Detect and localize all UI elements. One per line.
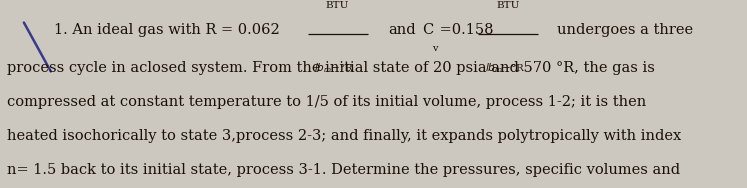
Text: $\it{lb}_m$−°R: $\it{lb}_m$−°R — [314, 61, 355, 75]
Text: BTU: BTU — [496, 1, 520, 10]
Text: v: v — [433, 44, 438, 53]
Text: compressed at constant temperature to 1/5 of its initial volume, process 1-2; it: compressed at constant temperature to 1/… — [7, 95, 647, 109]
Text: $\it{lb}_m$−°R: $\it{lb}_m$−°R — [485, 61, 525, 75]
Text: C: C — [422, 23, 433, 37]
Text: undergoes a three: undergoes a three — [557, 23, 692, 37]
Text: 1. An ideal gas with R = 0.062: 1. An ideal gas with R = 0.062 — [54, 23, 279, 37]
Text: process cycle in aclosed system. From the initial state of 20 psia and 570 °R, t: process cycle in aclosed system. From th… — [7, 61, 655, 75]
Text: heated isochorically to state 3,process 2-3; and finally, it expands polytropica: heated isochorically to state 3,process … — [7, 129, 682, 143]
Text: BTU: BTU — [326, 1, 350, 10]
Text: =0.158: =0.158 — [435, 23, 493, 37]
Text: and: and — [388, 23, 416, 37]
Text: n= 1.5 back to its initial state, process 3-1. Determine the pressures, specific: n= 1.5 back to its initial state, proces… — [7, 163, 681, 177]
